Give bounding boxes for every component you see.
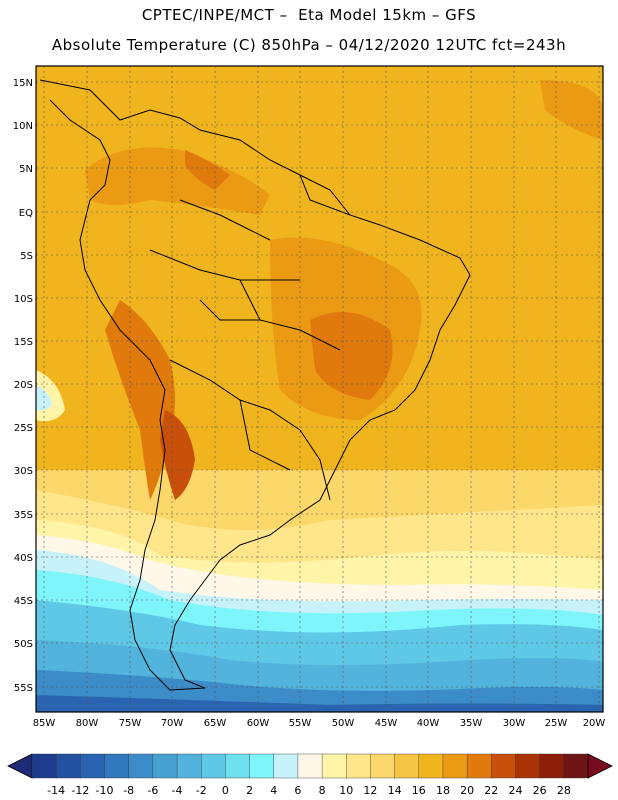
colorbar-swatch bbox=[31, 753, 57, 779]
colorbar-label: 28 bbox=[557, 784, 571, 797]
colorbar-swatch bbox=[297, 753, 323, 779]
colorbar-swatch bbox=[394, 753, 420, 779]
lat-label: 5S bbox=[20, 251, 33, 262]
lon-label: 55W bbox=[289, 718, 312, 729]
colorbar-label: 2 bbox=[246, 784, 253, 797]
colorbar-swatch bbox=[273, 753, 299, 779]
colorbar-swatch bbox=[201, 753, 226, 779]
lon-label: 35W bbox=[460, 718, 483, 729]
lon-label: 75W bbox=[119, 718, 142, 729]
colorbar-swatch bbox=[55, 753, 81, 779]
colorbar-label: -2 bbox=[196, 784, 207, 797]
colorbar-label: 6 bbox=[294, 784, 301, 797]
colorbar-swatch bbox=[104, 753, 130, 779]
colorbar: -14 -12 -10 -8 -6 -4 -2 0 2 4 6 8 10 12 14 16 18 20 22 24 26… bbox=[7, 753, 613, 797]
colorbar-label: 16 bbox=[412, 784, 426, 797]
colorbar-swatch bbox=[515, 753, 541, 779]
lat-label: 15N bbox=[13, 78, 33, 89]
map-frame bbox=[35, 65, 604, 713]
header-title-line2: Absolute Temperature (C) 850hPa – 04/12/… bbox=[51, 36, 567, 54]
colorbar-label: 10 bbox=[339, 784, 353, 797]
lat-label: 50S bbox=[14, 639, 33, 650]
header-title-line1: CPTEC/INPE/MCT – Eta Model 15km – GFS bbox=[141, 6, 477, 24]
colorbar-low-arrow bbox=[7, 753, 33, 779]
colorbar-label: 12 bbox=[363, 784, 377, 797]
latitude-labels: 15N 10N 5N EQ 5S 10S 15S 20S 25S 30S 35S… bbox=[13, 78, 33, 694]
colorbar-swatch bbox=[418, 753, 444, 779]
lat-label: 10S bbox=[14, 294, 33, 305]
coastline bbox=[39, 79, 471, 691]
lon-label: 60W bbox=[247, 718, 270, 729]
colorbar-label: 24 bbox=[508, 784, 522, 797]
colorbar-swatch bbox=[225, 753, 251, 779]
lon-label: 70W bbox=[161, 718, 184, 729]
colorbar-swatch bbox=[152, 753, 178, 779]
lon-label: 50W bbox=[332, 718, 355, 729]
colorbar-label: 4 bbox=[270, 784, 277, 797]
longitude-labels: 85W 80W 75W 70W 65W 60W 55W 50W 45W 40W … bbox=[33, 718, 606, 729]
lat-label: 25S bbox=[14, 423, 33, 434]
lat-label: 20S bbox=[14, 380, 33, 391]
lat-label: EQ bbox=[19, 208, 33, 219]
colorbar-swatch bbox=[563, 753, 589, 779]
lat-label: 55S bbox=[14, 683, 33, 694]
colorbar-swatch bbox=[370, 753, 396, 779]
colorbar-labels: -14 -12 -10 -8 -6 -4 -2 0 2 4 6 8 10 12 14 16 18 20 22 24 26… bbox=[47, 784, 571, 797]
lon-label: 20W bbox=[583, 718, 606, 729]
colorbar-swatch bbox=[442, 753, 468, 779]
colorbar-swatch bbox=[176, 753, 202, 779]
lon-label: 25W bbox=[545, 718, 568, 729]
colorbar-label: 0 bbox=[222, 784, 229, 797]
colorbar-swatch bbox=[346, 753, 372, 779]
colorbar-label: 14 bbox=[388, 784, 402, 797]
colorbar-label: -12 bbox=[71, 784, 89, 797]
lat-label: 40S bbox=[14, 553, 33, 564]
colorbar-label: -6 bbox=[147, 784, 158, 797]
colorbar-swatch bbox=[539, 753, 565, 779]
colorbar-swatch bbox=[491, 753, 517, 779]
colorbar-label: 22 bbox=[484, 784, 498, 797]
colorbar-label: 8 bbox=[319, 784, 326, 797]
colorbar-label: 18 bbox=[436, 784, 450, 797]
colorbar-label: 26 bbox=[533, 784, 547, 797]
colorbar-swatch bbox=[466, 753, 492, 779]
lat-label: 10N bbox=[13, 121, 33, 132]
colorbar-swatch bbox=[80, 753, 106, 779]
lon-label: 65W bbox=[204, 718, 227, 729]
colorbar-swatch bbox=[128, 753, 154, 779]
temperature-field bbox=[36, 66, 603, 712]
lon-label: 40W bbox=[417, 718, 440, 729]
lat-label: 35S bbox=[14, 510, 33, 521]
lon-label: 30W bbox=[503, 718, 526, 729]
lon-label: 80W bbox=[76, 718, 99, 729]
colorbar-label: -14 bbox=[47, 784, 65, 797]
lat-label: 5N bbox=[19, 164, 33, 175]
lon-label: 85W bbox=[33, 718, 56, 729]
lat-label: 30S bbox=[14, 466, 33, 477]
colorbar-label: -10 bbox=[96, 784, 114, 797]
lat-label: 15S bbox=[14, 337, 33, 348]
colorbar-swatch bbox=[321, 753, 347, 779]
colorbar-swatch bbox=[249, 753, 275, 779]
colorbar-swatches bbox=[31, 753, 589, 779]
colorbar-high-arrow bbox=[587, 753, 613, 779]
lat-label: 45S bbox=[14, 596, 33, 607]
colorbar-label: -4 bbox=[172, 784, 183, 797]
colorbar-label: -8 bbox=[123, 784, 134, 797]
colorbar-label: 20 bbox=[460, 784, 474, 797]
lon-label: 45W bbox=[375, 718, 398, 729]
